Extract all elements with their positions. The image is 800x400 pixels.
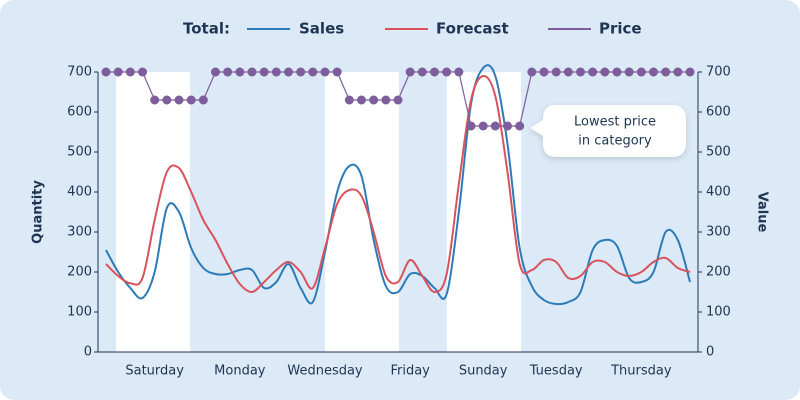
price-marker xyxy=(430,67,439,77)
y-tick-label: 500 xyxy=(67,145,92,160)
legend-title: Total: xyxy=(183,20,230,38)
price-marker xyxy=(624,67,634,77)
x-tick-label: Saturday xyxy=(125,364,184,379)
price-marker xyxy=(563,67,573,77)
price-marker xyxy=(259,67,269,77)
price-marker xyxy=(405,67,415,77)
price-marker xyxy=(466,121,476,131)
y2-tick-label: 100 xyxy=(706,305,731,320)
price-marker xyxy=(417,67,427,77)
band xyxy=(325,72,399,352)
x-tick-label: Friday xyxy=(390,364,430,379)
y2-tick-label: 300 xyxy=(706,225,731,240)
price-marker xyxy=(174,95,184,105)
band xyxy=(116,72,190,352)
y2-tick-label: 200 xyxy=(706,265,731,280)
price-marker xyxy=(138,67,147,77)
price-marker xyxy=(332,67,342,77)
price-marker xyxy=(600,67,610,77)
x-tick-label: Sunday xyxy=(459,364,508,379)
price-marker xyxy=(649,67,658,77)
price-marker xyxy=(442,67,452,77)
price-marker xyxy=(308,67,318,77)
y-tick-label: 200 xyxy=(67,265,92,280)
x-tick-label: Monday xyxy=(214,364,266,379)
price-marker xyxy=(503,121,512,131)
y-axis-title: Quantity xyxy=(31,180,46,244)
price-marker xyxy=(223,67,233,77)
price-marker xyxy=(551,67,561,77)
price-marker xyxy=(393,95,403,105)
price-marker xyxy=(186,95,196,105)
y-tick-label: 600 xyxy=(67,105,92,120)
price-marker xyxy=(515,121,525,131)
price-marker xyxy=(271,67,281,77)
price-marker xyxy=(284,67,293,77)
annotation: Lowest price xyxy=(574,115,656,130)
y2-tick-label: 600 xyxy=(706,105,731,120)
price-marker xyxy=(381,95,391,105)
price-marker xyxy=(296,67,306,77)
y-tick-label: 300 xyxy=(67,225,92,240)
price-marker xyxy=(661,67,671,77)
annotation: in category xyxy=(578,134,652,149)
price-marker xyxy=(539,67,549,77)
y-tick-label: 0 xyxy=(84,345,92,360)
price-marker xyxy=(113,67,123,77)
y2-tick-label: 500 xyxy=(706,145,731,160)
price-marker xyxy=(357,95,366,105)
callout xyxy=(530,105,686,157)
price-marker xyxy=(344,95,354,105)
legend-label: Sales xyxy=(299,20,344,38)
price-marker xyxy=(576,67,585,77)
x-tick-label: Wednesday xyxy=(287,364,363,379)
price-marker xyxy=(685,67,695,77)
y2-tick-label: 0 xyxy=(706,345,714,360)
price-marker xyxy=(527,67,537,77)
y-tick-label: 100 xyxy=(67,305,92,320)
series-line xyxy=(105,64,691,306)
plot xyxy=(101,64,695,306)
legend-label: Price xyxy=(599,20,642,38)
y2-tick-label: 400 xyxy=(706,185,731,200)
price-marker xyxy=(454,67,464,77)
y-tick-label: 400 xyxy=(67,185,92,200)
price-marker xyxy=(125,67,135,77)
y-tick-label: 700 xyxy=(67,65,92,80)
x-tick-label: Thursday xyxy=(610,364,672,379)
price-marker xyxy=(320,67,330,77)
price-marker xyxy=(636,67,646,77)
x-tick-label: Tuesday xyxy=(529,364,583,379)
price-marker xyxy=(235,67,245,77)
price-marker xyxy=(588,67,598,77)
y2-tick-label: 700 xyxy=(706,65,731,80)
price-marker xyxy=(490,121,500,131)
price-marker xyxy=(150,95,160,105)
price-marker xyxy=(612,67,622,77)
price-marker xyxy=(211,67,220,77)
price-marker xyxy=(673,67,683,77)
y2-axis-title: Value xyxy=(755,192,770,233)
price-marker xyxy=(101,67,111,77)
legend-label: Forecast xyxy=(436,20,509,38)
price-marker xyxy=(162,95,172,105)
series-line xyxy=(105,74,691,294)
price-marker xyxy=(247,67,257,77)
price-marker xyxy=(478,121,488,131)
price-marker xyxy=(369,95,379,105)
price-marker xyxy=(198,95,208,105)
